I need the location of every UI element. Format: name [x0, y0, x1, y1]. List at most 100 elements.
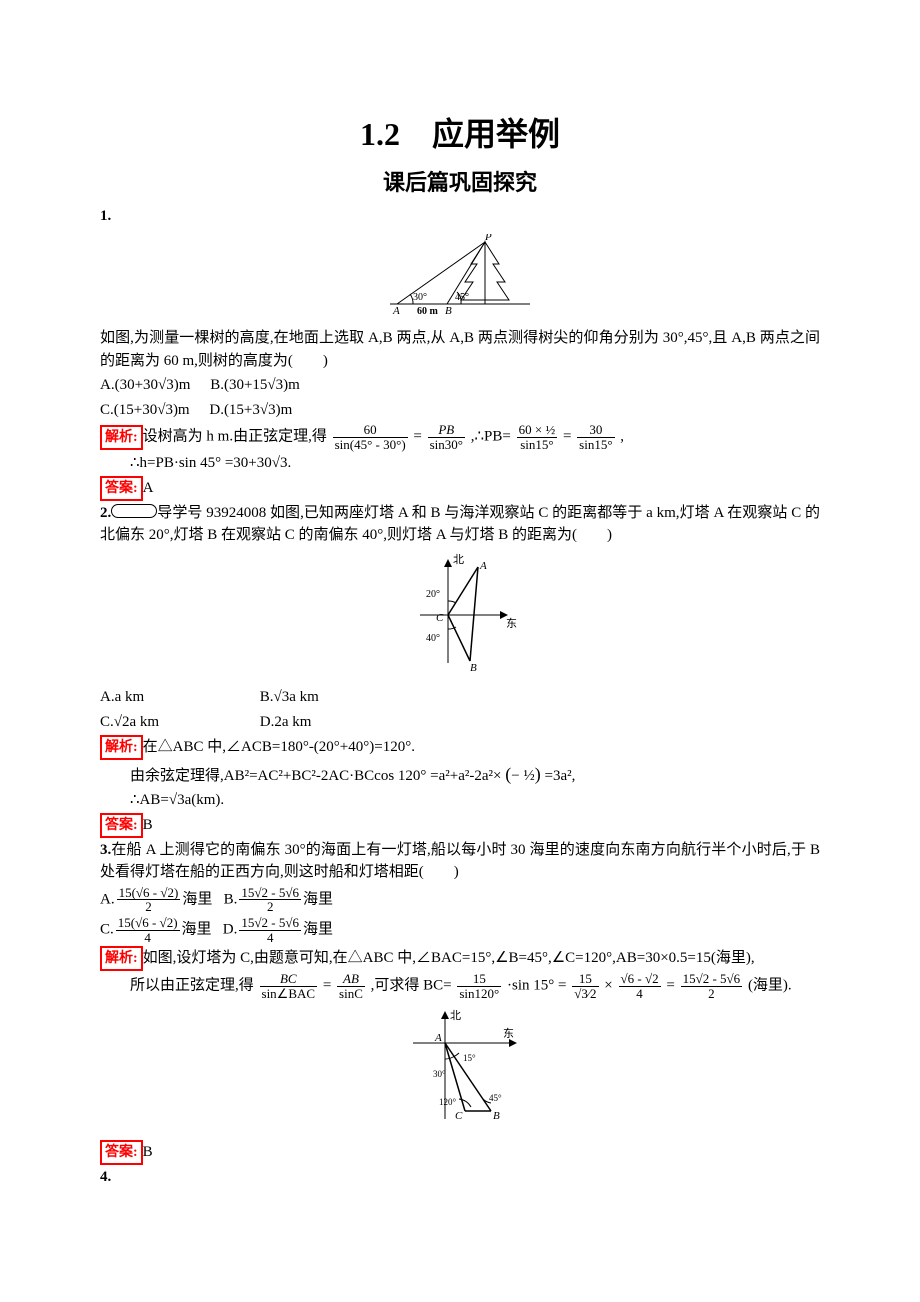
- q3-f4: 15√3⁄2: [572, 972, 598, 1000]
- q3-north: 北: [450, 1009, 461, 1022]
- analysis-tag: 解析:: [100, 735, 143, 760]
- eq: =: [666, 978, 678, 994]
- q3-figure: 北 东 A B C 15° 30° 45° 120°: [100, 1007, 820, 1135]
- q2-prose: 2.导学号 93924008 如图,已知两座灯塔 A 和 B 与海洋观察站 C …: [100, 502, 820, 547]
- q1-options-row2: C.(15+30√3)m D.(15+3√3)m: [100, 399, 820, 422]
- q3-a2b: ,可求得 BC=: [371, 978, 452, 994]
- q3-analysis2: 所以由正弦定理,得 BCsin∠BAC = ABsinC ,可求得 BC= 15…: [100, 972, 820, 1000]
- q2-ang1: 20°: [426, 589, 440, 600]
- q4-number: 4.: [100, 1169, 111, 1185]
- q2-opt-b: B.√3a km: [260, 686, 319, 709]
- q2-analysis1: 解析:在△ABC 中,∠ACB=180°-(20°+40°)=120°.: [100, 735, 820, 760]
- q1-opt-d: D.(15+3√3)m: [209, 399, 292, 422]
- q2-a: A: [479, 560, 487, 572]
- q1-base: 60 m: [417, 306, 439, 314]
- q2-c: C: [436, 612, 444, 624]
- q3-options-row1: A.15(√6 - √2)2海里 B.15√2 - 5√62海里: [100, 886, 820, 914]
- q2-number: 2.: [100, 505, 111, 521]
- q3-prose: 3.在船 A 上测得它的南偏东 30°的海面上有一灯塔,船以每小时 30 海里的…: [100, 839, 820, 884]
- answer-tag: 答案:: [100, 813, 143, 838]
- q1-number: 1.: [100, 208, 111, 224]
- q3-f3: 15sin120°: [457, 972, 501, 1000]
- q3-answer-row: 答案:B: [100, 1140, 820, 1165]
- q1-angle-30: 30°: [413, 292, 427, 303]
- q2-text: 导学号 93924008 如图,已知两座灯塔 A 和 B 与海洋观察站 C 的距…: [100, 505, 820, 544]
- q3-opt-b-post: 海里: [303, 891, 333, 907]
- q1-figure: 30° 45° A 60 m B P: [100, 234, 820, 322]
- doc-title: 1.2 应用举例: [100, 110, 820, 158]
- q2-analysis-text1: 在△ABC 中,∠ACB=180°-(20°+40°)=120°.: [143, 739, 415, 755]
- times: ×: [604, 978, 616, 994]
- q2-b: B: [470, 662, 477, 673]
- txt: ,∴PB=: [471, 429, 511, 445]
- q1-opt-a: A.(30+30√3)m: [100, 374, 190, 397]
- q2-ang2: 40°: [426, 633, 440, 644]
- q2-analysis2: 由余弦定理得,AB²=AC²+BC²-2AC·BCcos 120° =a²+a²…: [100, 761, 820, 788]
- q3-f2: ABsinC: [337, 972, 365, 1000]
- q2-options-row1: A.a km B.√3a km: [100, 686, 820, 709]
- q1-frac2: PBsin30°: [428, 423, 465, 451]
- q3-opt-c-post: 海里: [182, 922, 212, 938]
- q1-frac4: 30sin15°: [577, 423, 614, 451]
- eq: =: [413, 429, 425, 445]
- q1-label-a: A: [392, 305, 400, 314]
- q3-opt-a-post: 海里: [182, 891, 212, 907]
- q2-opt-a: A.a km: [100, 686, 240, 709]
- eq: =: [563, 429, 575, 445]
- q3-ang120: 120°: [439, 1097, 457, 1107]
- analysis-tag: 解析:: [100, 946, 143, 971]
- q3-opt-c-pre: C.: [100, 922, 114, 938]
- q3-opt-d-frac: 15√2 - 5√64: [239, 916, 301, 944]
- q3-ang30: 30°: [433, 1069, 446, 1079]
- q1-frac1: 60sin(45° - 30°): [333, 423, 408, 451]
- q3-f1: BCsin∠BAC: [260, 972, 318, 1000]
- q3-a2c: ·sin 15° =: [507, 978, 570, 994]
- neg-half: − ½: [511, 768, 534, 784]
- q2-answer-row: 答案:B: [100, 813, 820, 838]
- q3-opt-d-pre: D.: [223, 922, 238, 938]
- q2-analysis2b: =3a²,: [544, 768, 575, 784]
- q3-options-row2: C.15(√6 - √2)4海里 D.15√2 - 5√64海里: [100, 916, 820, 944]
- q3-ang15: 15°: [463, 1053, 476, 1063]
- q3-b: B: [493, 1110, 500, 1122]
- answer-tag: 答案:: [100, 476, 143, 501]
- q3-opt-b-pre: B.: [224, 891, 238, 907]
- q3-ang45: 45°: [489, 1093, 502, 1103]
- q3-a2d: (海里).: [748, 978, 792, 994]
- eq: =: [323, 978, 335, 994]
- q2-east: 东: [506, 617, 517, 630]
- q2-options-row2: C.√2a km D.2a km: [100, 711, 820, 734]
- q1-analysis: 解析:设树高为 h m.由正弦定理,得 60sin(45° - 30°) = P…: [100, 423, 820, 451]
- q3-opt-d-post: 海里: [303, 922, 333, 938]
- q1-frac3: 60 × ½sin15°: [517, 423, 558, 451]
- q1-angle-45: 45°: [455, 292, 469, 303]
- q3-f5: √6 - √24: [619, 972, 661, 1000]
- q3-opt-b-frac: 15√2 - 5√62: [239, 886, 301, 914]
- q3-opt-a-pre: A.: [100, 891, 115, 907]
- answer-tag: 答案:: [100, 1140, 143, 1165]
- txt: ,: [620, 429, 624, 445]
- q3-a: A: [434, 1032, 442, 1044]
- q1-analysis-line2: ∴h=PB·sin 45° =30+30√3.: [100, 452, 820, 475]
- q1-analysis-lead: 设树高为 h m.由正弦定理,得: [143, 429, 327, 445]
- q1-label-p: P: [484, 234, 492, 243]
- daoxue-pill-icon: [111, 504, 157, 518]
- doc-subtitle: 课后篇巩固探究: [100, 166, 820, 199]
- q2-north: 北: [453, 553, 464, 566]
- q1-options-row1: A.(30+30√3)m B.(30+15√3)m: [100, 374, 820, 397]
- q1-opt-c: C.(15+30√3)m: [100, 399, 190, 422]
- q3-opt-a-frac: 15(√6 - √2)2: [117, 886, 181, 914]
- q2-analysis3: ∴AB=√3a(km).: [100, 789, 820, 812]
- q3-analysis1-text: 如图,设灯塔为 C,由题意可知,在△ABC 中,∠BAC=15°,∠B=45°,…: [143, 950, 755, 966]
- q3-opt-c-frac: 15(√6 - √2)4: [116, 916, 180, 944]
- q3-answer: B: [143, 1144, 153, 1160]
- q1-answer: A: [143, 480, 154, 496]
- q2-answer: B: [143, 817, 153, 833]
- q3-c: C: [455, 1110, 463, 1122]
- q1-label-b: B: [445, 305, 452, 314]
- q1-opt-b: B.(30+15√3)m: [210, 374, 300, 397]
- q3-analysis1: 解析:如图,设灯塔为 C,由题意可知,在△ABC 中,∠BAC=15°,∠B=4…: [100, 946, 820, 971]
- q3-text: 在船 A 上测得它的南偏东 30°的海面上有一灯塔,船以每小时 30 海里的速度…: [100, 842, 820, 881]
- q3-a2a: 所以由正弦定理,得: [130, 978, 254, 994]
- q3-number: 3.: [100, 842, 111, 858]
